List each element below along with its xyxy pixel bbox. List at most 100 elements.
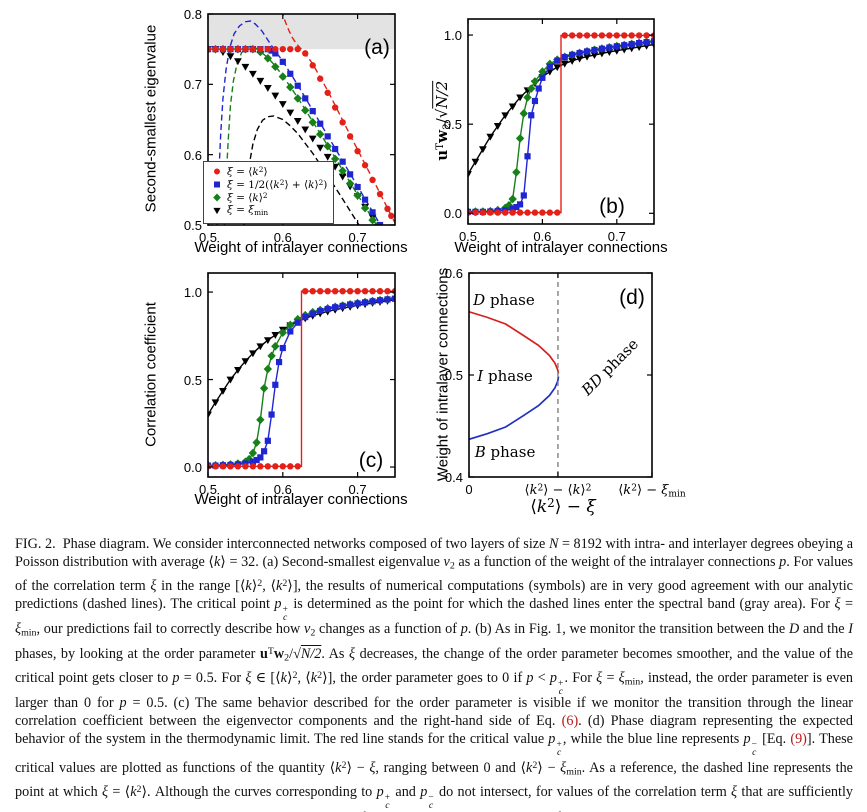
text-segment: . (b) As in Fig. 1, we monitor the trans… <box>467 621 789 638</box>
text-segment: min <box>624 676 641 688</box>
marker-square <box>628 41 635 48</box>
marker-square <box>636 39 643 47</box>
text-segment: 2 <box>318 178 324 188</box>
text-segment: phase <box>594 334 642 383</box>
text-segment: p <box>420 783 428 800</box>
marker-square <box>613 43 620 50</box>
marker-square <box>361 299 369 306</box>
marker-square <box>376 297 384 304</box>
legend-diamond-icon <box>213 193 221 202</box>
text-segment: p <box>526 669 534 686</box>
text-segment: ξ <box>15 621 22 638</box>
text-segment: = 1/2(⟨ <box>232 178 274 191</box>
marker-circle <box>576 32 583 39</box>
text-segment: is determined as the point for which the… <box>288 595 835 612</box>
marker-circle <box>354 287 361 295</box>
marker-triangle-down <box>486 133 495 141</box>
text-segment: ⟩ <box>258 191 263 204</box>
axes-box-b <box>467 18 655 225</box>
marker-circle <box>309 62 316 69</box>
text-segment: ⟨ <box>618 483 624 498</box>
text-segment: . (d) Phase diagram representing the exp… <box>15 713 853 747</box>
marker-diamond <box>271 342 280 351</box>
series-group-c <box>208 287 395 470</box>
text-segment: ⟩ <box>314 178 319 191</box>
panel-d-xlabel: ⟨k2⟩ − ξ <box>483 496 643 517</box>
marker-circle <box>487 209 494 216</box>
marker-circle <box>242 463 249 470</box>
y-tick-label: 0.0 <box>443 206 462 222</box>
marker-triangle-down <box>568 57 577 65</box>
marker-square <box>361 196 369 203</box>
marker-circle <box>227 45 234 53</box>
legend-box: ξ = ⟨k2⟩ ξ = 1/2(⟨k2⟩ + ⟨k⟩2) ξ = ⟨k⟩2 ξ = … <box>203 161 334 224</box>
text-segment: . As a reference, the dashed line repres… <box>15 759 853 800</box>
marker-circle <box>606 32 613 39</box>
text-segment: 2 <box>258 165 264 175</box>
marker-square <box>309 310 316 317</box>
marker-square <box>264 437 271 444</box>
legend-tri-icon <box>213 207 221 215</box>
y-tick-label: 0.0 <box>183 460 202 476</box>
text-segment: ⟩], the order parameter goes to 0 if <box>322 669 527 686</box>
text-segment: k <box>623 483 632 498</box>
text-segment: + c <box>282 603 288 623</box>
marker-triangle-down <box>323 153 332 161</box>
marker-diamond <box>523 93 532 102</box>
marker-circle <box>346 133 354 140</box>
text-segment: ⟩ <box>263 165 268 178</box>
text-segment: − c <box>428 792 434 811</box>
marker-square <box>302 95 309 102</box>
text-segment: k <box>308 178 315 191</box>
text-segment: min <box>254 207 269 217</box>
x-tick-label: 0.6 <box>273 230 292 245</box>
marker-diamond <box>316 129 325 139</box>
text-segment: ⟩], the results of numerical computation… <box>15 577 853 612</box>
text-segment: = ⟨ <box>232 191 253 204</box>
text-segment: p <box>119 695 127 712</box>
text-segment: p <box>549 669 558 686</box>
legend-entry: ξ = ξmin <box>204 204 333 217</box>
text-segment: = <box>602 669 619 686</box>
marker-square <box>249 458 256 465</box>
text-segment: changes as a function of <box>315 621 461 638</box>
text-segment: < <box>533 669 550 686</box>
text-segment: p <box>548 730 556 747</box>
series-group-a <box>208 14 395 225</box>
marker-triangle-down <box>271 92 280 100</box>
text-segment: = <box>840 595 853 612</box>
text-segment: k <box>276 577 283 594</box>
marker-diamond <box>267 351 276 361</box>
marker-circle <box>346 287 354 295</box>
marker-circle <box>539 209 546 216</box>
x-tick-label: 0.7 <box>348 230 367 245</box>
marker-triangle-down <box>575 55 584 63</box>
marker-triangle-down <box>316 144 325 152</box>
b-phase-label: B phase <box>475 443 536 461</box>
marker-square <box>369 298 376 305</box>
text-segment: B <box>474 443 486 461</box>
series-group-d <box>469 273 560 477</box>
marker-circle <box>524 209 531 216</box>
text-segment: k <box>310 669 318 686</box>
marker-square <box>272 50 279 57</box>
text-segment: , instead, the order parameter is even l… <box>15 669 853 712</box>
marker-triangle-down <box>234 58 242 66</box>
marker-circle <box>361 287 369 295</box>
marker-circle <box>384 205 391 213</box>
marker-triangle-down <box>516 94 524 102</box>
text-segment: do not intersect, for values of the corr… <box>434 783 732 800</box>
marker-circle <box>502 209 509 216</box>
bd-phase-label: BD phase <box>578 335 642 399</box>
marker-diamond <box>286 82 295 92</box>
text-segment: ⟩ + ⟨ <box>284 178 309 191</box>
text-segment: ) <box>323 178 328 191</box>
marker-triangle-down <box>468 171 472 179</box>
marker-square <box>591 46 598 54</box>
marker-circle <box>294 45 301 53</box>
marker-diamond <box>278 72 287 81</box>
marker-circle <box>509 209 516 216</box>
d-phase-label: D phase <box>473 291 535 309</box>
marker-square <box>509 205 516 212</box>
